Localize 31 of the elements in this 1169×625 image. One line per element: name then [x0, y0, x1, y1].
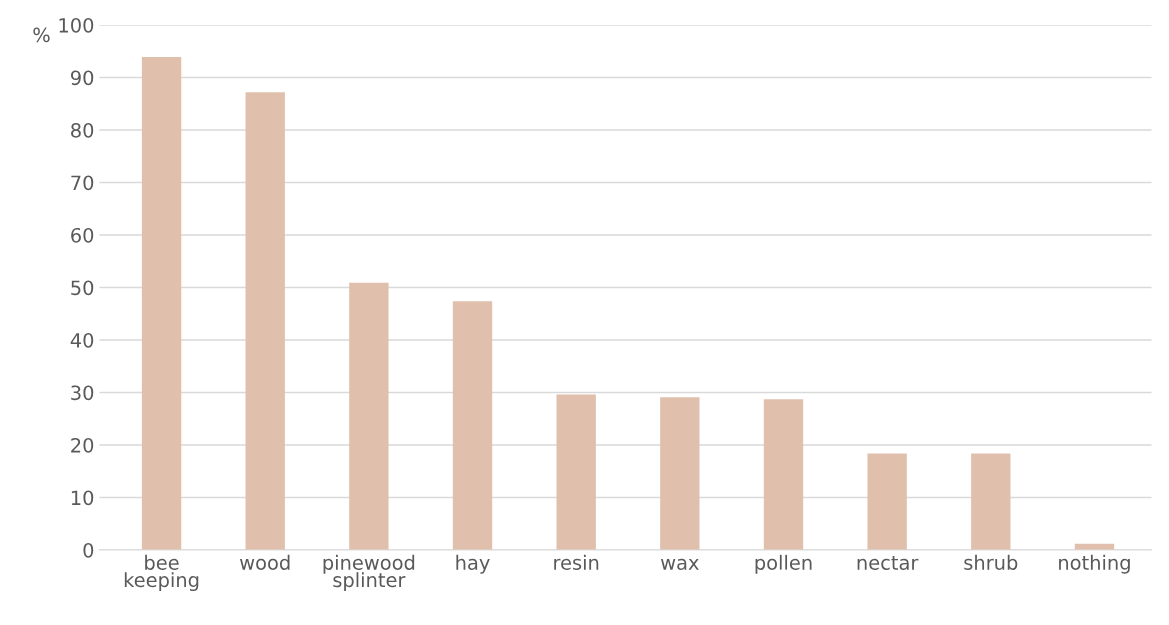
bar	[245, 92, 285, 550]
x-tick-label: nothing	[1059, 554, 1130, 574]
bar	[763, 399, 804, 550]
y-tick-label: 20	[71, 437, 94, 453]
y-tick-label: 50	[71, 280, 94, 296]
bar	[141, 57, 182, 550]
y-tick-label: 90	[70, 70, 94, 86]
x-tick-label: resin	[554, 554, 599, 570]
x-tick-label: nectar	[857, 555, 919, 570]
bar	[971, 453, 1011, 550]
y-tick-label: 10	[71, 490, 94, 506]
y-tick-label: 80	[71, 122, 94, 138]
x-tick-label: hay	[456, 554, 490, 574]
y-tick-label: 40	[70, 332, 94, 348]
y-axis-title: %	[33, 27, 50, 43]
x-tick-label: pollen	[755, 554, 812, 574]
x-tick-label: shrub	[964, 554, 1018, 570]
x-tick-label: pinewood splinter	[323, 554, 415, 592]
x-tick-label: wood	[240, 554, 290, 570]
bar	[556, 394, 596, 550]
bar	[349, 282, 389, 550]
bar	[660, 397, 700, 550]
bar	[867, 453, 907, 550]
y-tick-label: 70	[71, 175, 94, 191]
x-tick-label: bee keeping	[124, 554, 199, 592]
y-tick-label: 30	[71, 385, 94, 401]
bar	[452, 301, 493, 550]
x-tick-label: wax	[660, 558, 699, 570]
y-tick-label: 0	[83, 542, 94, 558]
y-tick-label: 60	[71, 227, 94, 243]
y-tick-label: 100	[59, 17, 94, 33]
